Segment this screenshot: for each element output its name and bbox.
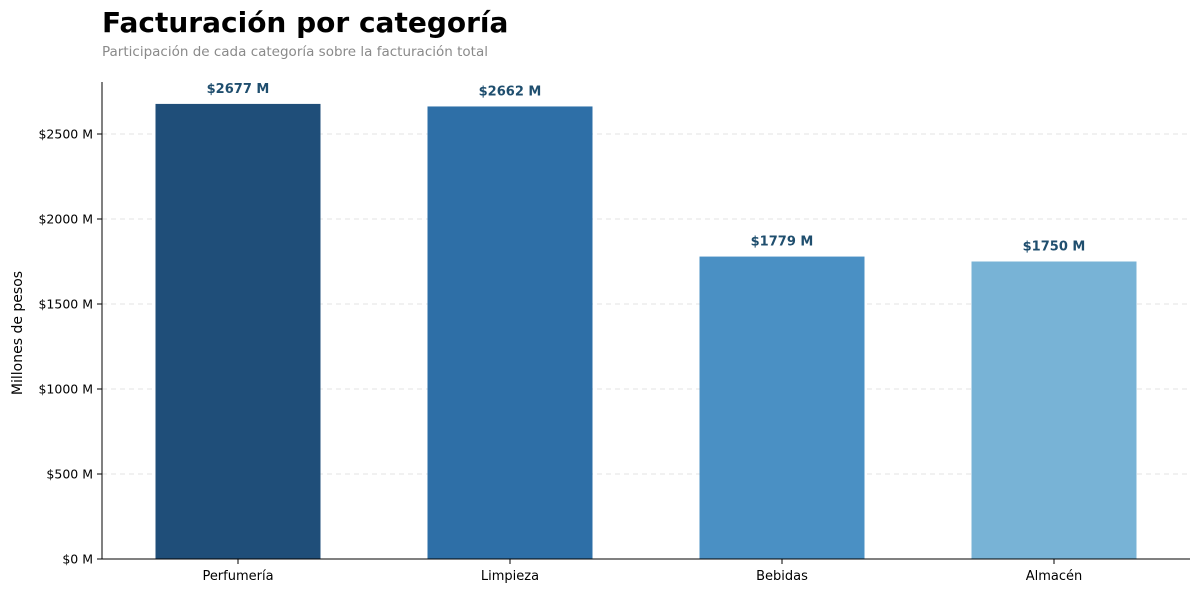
y-tick-label: $1500 M — [38, 297, 93, 312]
y-axis-ticks: $0 M $500 M $1000 M $1500 M $2000 M $2500 M — [38, 127, 102, 567]
axes — [101, 82, 1190, 560]
x-tick-label: Limpieza — [481, 569, 539, 584]
data-labels: $2677 M $2662 M $1779 M $1750 M — [207, 82, 1086, 255]
y-tick-label: $1000 M — [38, 382, 93, 397]
data-label: $1779 M — [751, 235, 814, 250]
y-tick-label: $500 M — [46, 467, 93, 482]
chart-title: Facturación por categoría — [102, 6, 509, 39]
chart-subtitle: Participación de cada categoría sobre la… — [102, 44, 488, 60]
data-label: $1750 M — [1023, 240, 1086, 255]
y-tick-label: $0 M — [62, 552, 93, 567]
x-tick-label: Perfumería — [202, 569, 273, 584]
x-tick-label: Almacén — [1026, 569, 1083, 584]
y-axis-label: Millones de pesos — [10, 271, 26, 395]
y-tick-label: $2000 M — [38, 212, 93, 227]
data-label: $2662 M — [479, 84, 542, 99]
bars — [155, 103, 1137, 560]
bar-2 — [699, 256, 865, 559]
bar-3 — [971, 261, 1137, 559]
bar-1 — [427, 106, 593, 560]
bar-0 — [155, 103, 321, 559]
data-label: $2677 M — [207, 82, 270, 97]
x-axis-ticks: Perfumería Limpieza Bebidas Almacén — [202, 559, 1082, 584]
y-tick-label: $2500 M — [38, 127, 93, 142]
x-tick-label: Bebidas — [756, 569, 808, 584]
